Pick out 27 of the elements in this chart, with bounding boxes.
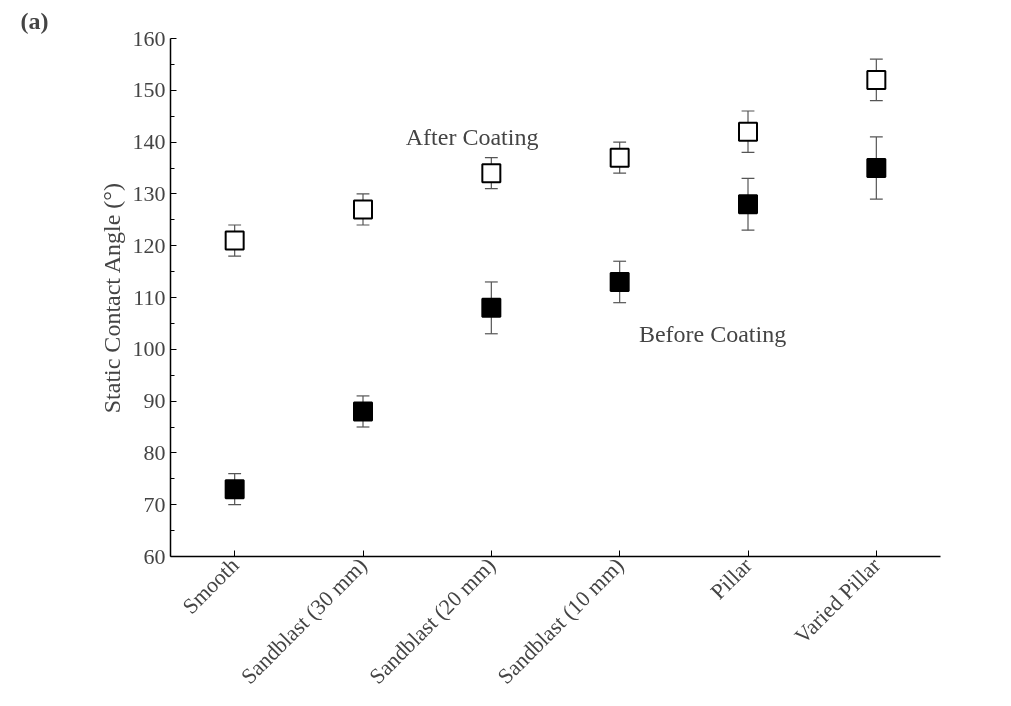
y-tick-label: 80 [143, 439, 166, 465]
y-tick-label: 140 [132, 129, 166, 155]
series-label: Before Coating [638, 320, 787, 347]
y-tick-label: 70 [143, 491, 166, 517]
point [224, 479, 245, 500]
y-tick-label: 100 [132, 336, 166, 362]
y-tick-label: 160 [132, 25, 166, 51]
point [609, 271, 630, 292]
y-tick-label: 130 [132, 180, 166, 206]
point [224, 230, 245, 251]
y-tick-label: 90 [143, 388, 166, 414]
y-tick-label: 120 [132, 232, 166, 258]
point [353, 199, 373, 220]
point [353, 401, 373, 422]
y-tick-label: 110 [133, 284, 166, 310]
y-axis-title: Static Contact Angle (°) [98, 183, 125, 414]
series-label: After Coating [405, 123, 539, 150]
point [866, 158, 887, 178]
point [481, 297, 502, 318]
text: (a) [20, 7, 49, 34]
point [866, 69, 887, 90]
point [481, 163, 502, 184]
y-tick-label: 150 [132, 77, 166, 103]
point [738, 194, 758, 215]
point [738, 121, 758, 142]
y-tick-label: 60 [143, 543, 166, 569]
point [609, 147, 630, 168]
